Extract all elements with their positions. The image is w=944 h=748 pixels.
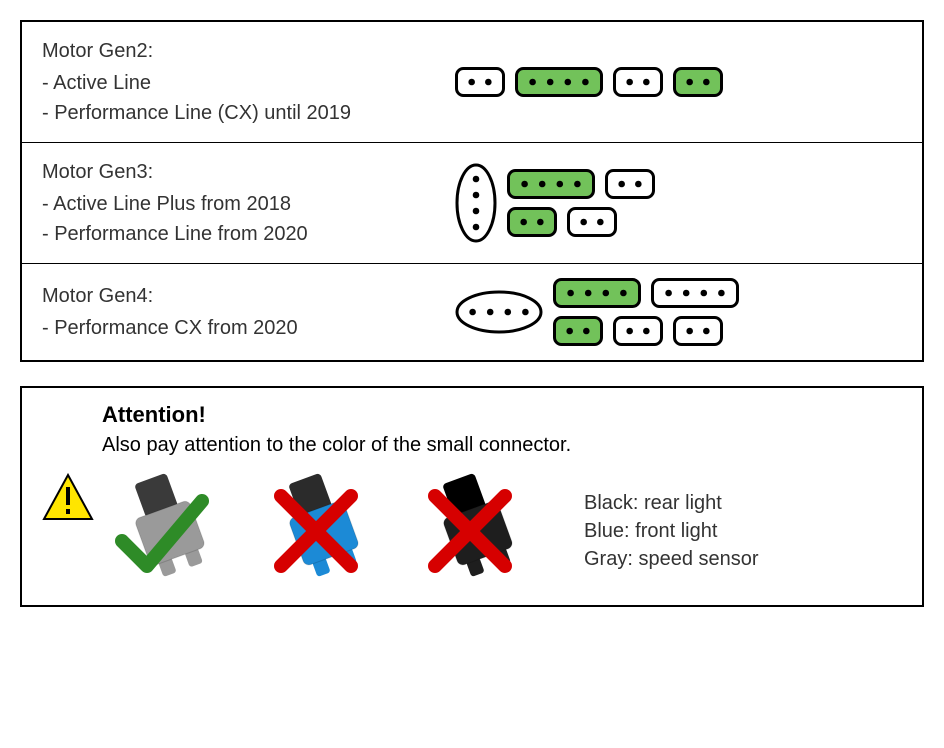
section-title: Motor Gen2: xyxy=(42,36,455,66)
connector-diagram xyxy=(455,278,902,346)
section-title: Motor Gen3: xyxy=(42,157,455,187)
connector-photo-black xyxy=(410,471,540,591)
connector-2pin-white xyxy=(605,169,655,199)
attention-heading: Attention! xyxy=(102,402,902,428)
section-item: - Performance Line from 2020 xyxy=(42,219,455,249)
legend-line: Blue: front light xyxy=(584,517,759,545)
section-item: - Performance Line (CX) until 2019 xyxy=(42,98,455,128)
connector-2pin-white xyxy=(613,67,663,97)
legend-line: Gray: speed sensor xyxy=(584,545,759,573)
warning-icon xyxy=(42,473,102,521)
section-title: Motor Gen4: xyxy=(42,281,455,311)
connector-4pin-green xyxy=(507,169,595,199)
legend-line: Black: rear light xyxy=(584,489,759,517)
section-item: - Active Line Plus from 2018 xyxy=(42,189,455,219)
connector-2pin-green xyxy=(507,207,557,237)
connector-4pin-green xyxy=(553,278,641,308)
connector-4pin-white xyxy=(651,278,739,308)
connector-photo-wrap xyxy=(256,471,386,591)
connector-2pin-white xyxy=(613,316,663,346)
motor-section-3: Motor Gen4:- Performance CX from 2020 xyxy=(22,264,922,360)
connector-photo-blue xyxy=(256,471,386,591)
section-item: - Performance CX from 2020 xyxy=(42,313,455,343)
connector-2pin-white xyxy=(567,207,617,237)
connector-photo-wrap xyxy=(102,471,232,591)
motor-section-1: Motor Gen2:- Active Line- Performance Li… xyxy=(22,22,922,143)
connector-diagram xyxy=(455,67,902,97)
motor-section-2: Motor Gen3:- Active Line Plus from 2018-… xyxy=(22,143,922,264)
connector-photo-wrap xyxy=(410,471,540,591)
attention-text: Also pay attention to the color of the s… xyxy=(102,434,902,457)
connector-2pin-white xyxy=(455,67,505,97)
attention-panel: Attention! Also pay attention to the col… xyxy=(20,386,924,607)
oval-connector-vertical xyxy=(455,163,497,243)
connector-color-legend: Black: rear lightBlue: front lightGray: … xyxy=(584,489,759,573)
connector-diagram xyxy=(455,163,902,243)
connectors-row: Black: rear lightBlue: front lightGray: … xyxy=(102,471,902,591)
connector-2pin-white xyxy=(673,316,723,346)
motor-generations-panel: Motor Gen2:- Active Line- Performance Li… xyxy=(20,20,924,362)
connector-photo-gray xyxy=(102,471,232,591)
oval-connector-horizontal xyxy=(455,290,543,334)
connector-2pin-green xyxy=(553,316,603,346)
connector-4pin-green xyxy=(515,67,603,97)
section-item: - Active Line xyxy=(42,68,455,98)
connector-2pin-green xyxy=(673,67,723,97)
